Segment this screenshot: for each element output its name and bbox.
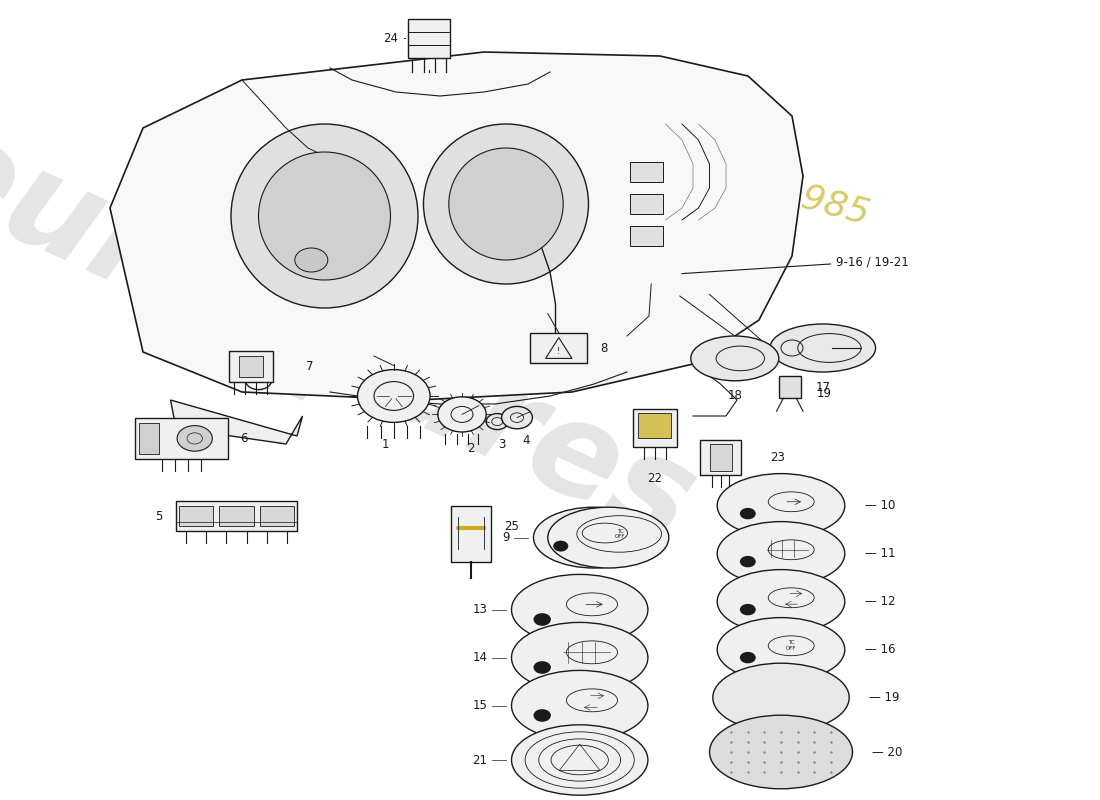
- Bar: [638, 413, 671, 438]
- Polygon shape: [110, 52, 803, 400]
- Text: 13: 13: [472, 603, 487, 616]
- Text: 22: 22: [647, 472, 662, 485]
- Bar: [630, 162, 663, 182]
- Ellipse shape: [512, 670, 648, 741]
- Bar: [408, 19, 450, 58]
- Text: 21: 21: [472, 754, 487, 766]
- Text: — 20: — 20: [872, 746, 903, 758]
- Ellipse shape: [449, 148, 563, 260]
- Text: 9: 9: [502, 531, 509, 544]
- Text: eurospares: eurospares: [0, 102, 713, 570]
- Text: 6: 6: [240, 432, 248, 445]
- Ellipse shape: [512, 574, 648, 645]
- Bar: [239, 356, 263, 377]
- Text: — 19: — 19: [869, 691, 900, 704]
- Text: 8: 8: [601, 342, 608, 354]
- Ellipse shape: [231, 124, 418, 308]
- Text: 18: 18: [727, 389, 742, 402]
- Ellipse shape: [512, 622, 648, 693]
- Bar: [630, 226, 663, 246]
- Text: 9-16 / 19-21: 9-16 / 19-21: [836, 256, 909, 269]
- Bar: [700, 440, 741, 475]
- Bar: [229, 351, 273, 382]
- Bar: [779, 376, 801, 398]
- Ellipse shape: [770, 324, 876, 372]
- Bar: [134, 418, 229, 459]
- Text: 4: 4: [522, 434, 529, 446]
- Text: 7: 7: [306, 360, 313, 373]
- Bar: [530, 333, 587, 363]
- Text: — 10: — 10: [865, 499, 895, 512]
- Bar: [219, 506, 254, 526]
- Circle shape: [740, 508, 756, 519]
- Bar: [632, 409, 676, 447]
- Ellipse shape: [424, 124, 588, 284]
- Text: 23: 23: [770, 451, 785, 464]
- Bar: [179, 506, 213, 526]
- Text: TC
OFF: TC OFF: [615, 529, 626, 539]
- Circle shape: [358, 370, 430, 422]
- Text: 19: 19: [816, 387, 832, 400]
- Text: 14: 14: [472, 651, 487, 664]
- Ellipse shape: [717, 474, 845, 538]
- Text: 15: 15: [472, 699, 487, 712]
- Text: 17: 17: [815, 381, 830, 394]
- Bar: [260, 506, 294, 526]
- Circle shape: [438, 397, 486, 432]
- Ellipse shape: [710, 715, 852, 789]
- Text: 24: 24: [383, 32, 398, 45]
- Circle shape: [534, 661, 551, 674]
- Ellipse shape: [717, 618, 845, 682]
- Text: 3: 3: [498, 438, 505, 450]
- Text: 5: 5: [155, 510, 163, 522]
- Text: — 12: — 12: [865, 595, 895, 608]
- Bar: [451, 506, 491, 562]
- Circle shape: [502, 406, 532, 429]
- Circle shape: [295, 248, 328, 272]
- Ellipse shape: [717, 570, 845, 634]
- Text: — 11: — 11: [865, 547, 895, 560]
- Bar: [710, 444, 732, 471]
- Circle shape: [740, 652, 756, 663]
- Ellipse shape: [717, 522, 845, 586]
- Ellipse shape: [512, 725, 648, 795]
- Bar: [176, 501, 297, 531]
- Circle shape: [177, 426, 212, 451]
- Ellipse shape: [258, 152, 390, 280]
- Ellipse shape: [534, 507, 654, 568]
- Text: 25: 25: [504, 520, 519, 533]
- Text: !: !: [558, 347, 560, 357]
- Circle shape: [553, 541, 569, 551]
- Text: 2: 2: [468, 442, 474, 455]
- Text: 1: 1: [382, 438, 388, 451]
- Circle shape: [740, 604, 756, 615]
- Text: — 16: — 16: [865, 643, 895, 656]
- Text: TC
OFF: TC OFF: [786, 640, 796, 651]
- Circle shape: [740, 556, 756, 567]
- Ellipse shape: [548, 507, 669, 568]
- Circle shape: [486, 414, 508, 430]
- Bar: [630, 194, 663, 214]
- Circle shape: [534, 613, 551, 626]
- Circle shape: [534, 709, 551, 722]
- Ellipse shape: [713, 663, 849, 732]
- Polygon shape: [170, 400, 302, 444]
- Bar: [139, 423, 158, 454]
- Text: a passion for parts since 1985: a passion for parts since 1985: [337, 57, 873, 231]
- Ellipse shape: [691, 336, 779, 381]
